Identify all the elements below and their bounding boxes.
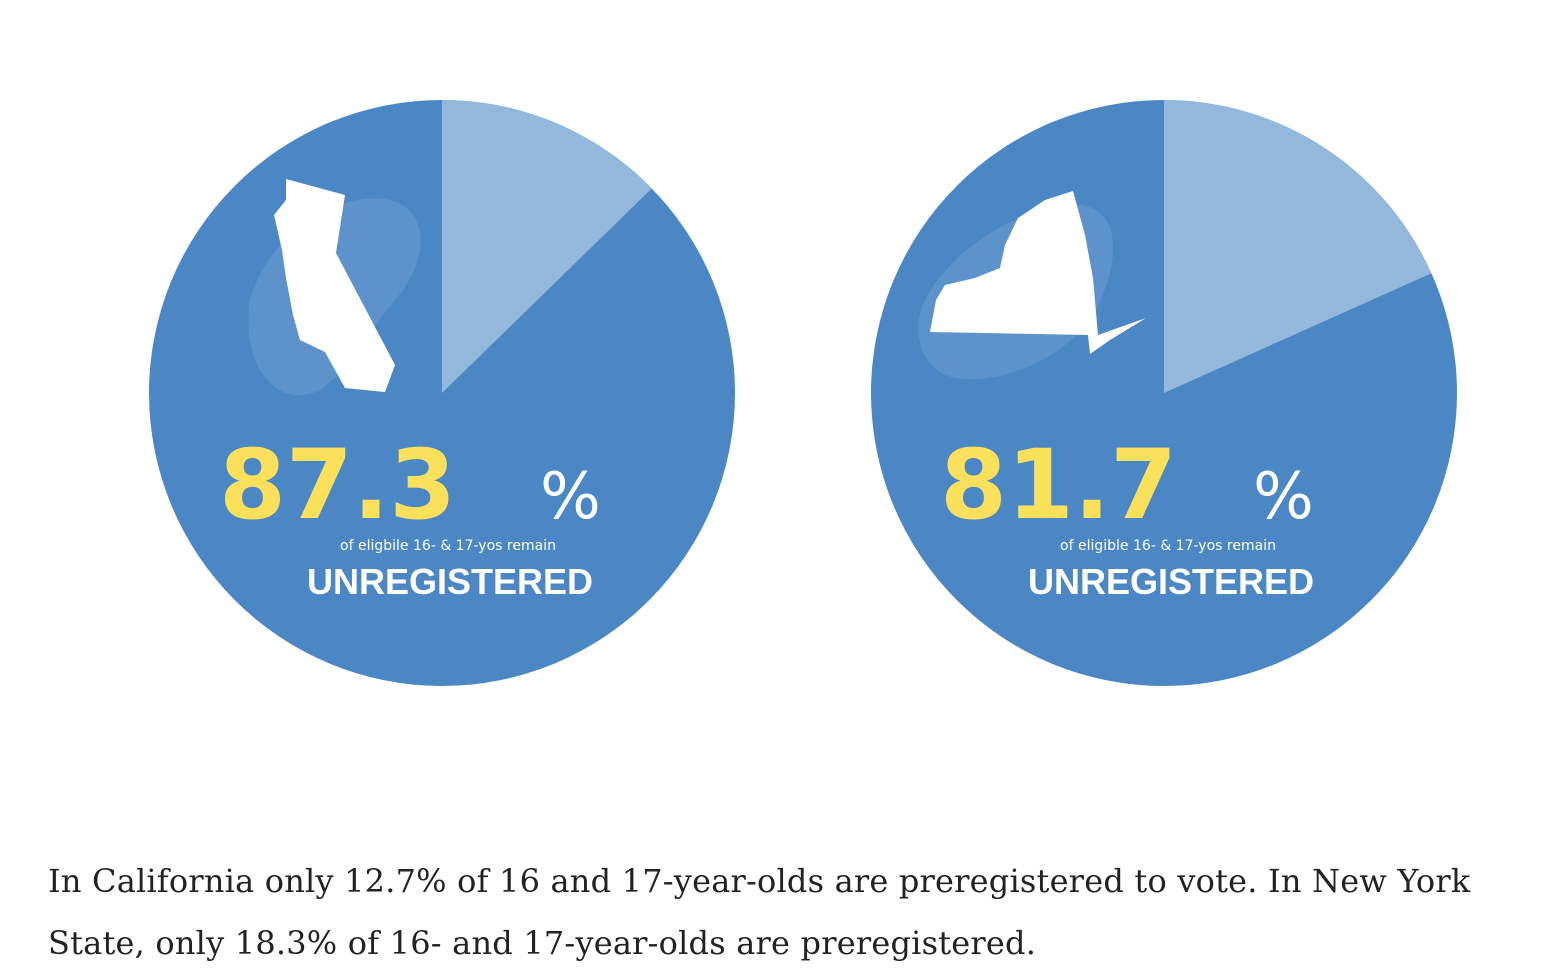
california-shape-icon	[274, 179, 395, 392]
headline-unit-california: %	[540, 460, 601, 534]
status-new-york: UNREGISTERED	[1028, 561, 1314, 602]
slice-preregistered-new-york	[1164, 100, 1432, 393]
subtext-new-york: of eligible 16- & 17-yos remain	[1060, 538, 1276, 554]
slice-preregistered-california	[442, 100, 652, 393]
headline-value-new-york: 81.7	[940, 429, 1177, 541]
caption: In California only 12.7% of 16 and 17-ye…	[48, 862, 1471, 962]
infographic: 87.3 % of eligbile 16- & 17-yos remain U…	[149, 100, 1457, 686]
subtext-california: of eligbile 16- & 17-yos remain	[340, 538, 556, 554]
new-york-shape-icon	[930, 191, 1146, 354]
pie-new-york: 81.7 % of eligible 16- & 17-yos remain U…	[871, 100, 1457, 686]
headline-unit-new-york: %	[1253, 460, 1314, 534]
status-california: UNREGISTERED	[307, 561, 593, 602]
headline-value-california: 87.3	[219, 429, 456, 541]
pie-california: 87.3 % of eligbile 16- & 17-yos remain U…	[149, 100, 735, 686]
